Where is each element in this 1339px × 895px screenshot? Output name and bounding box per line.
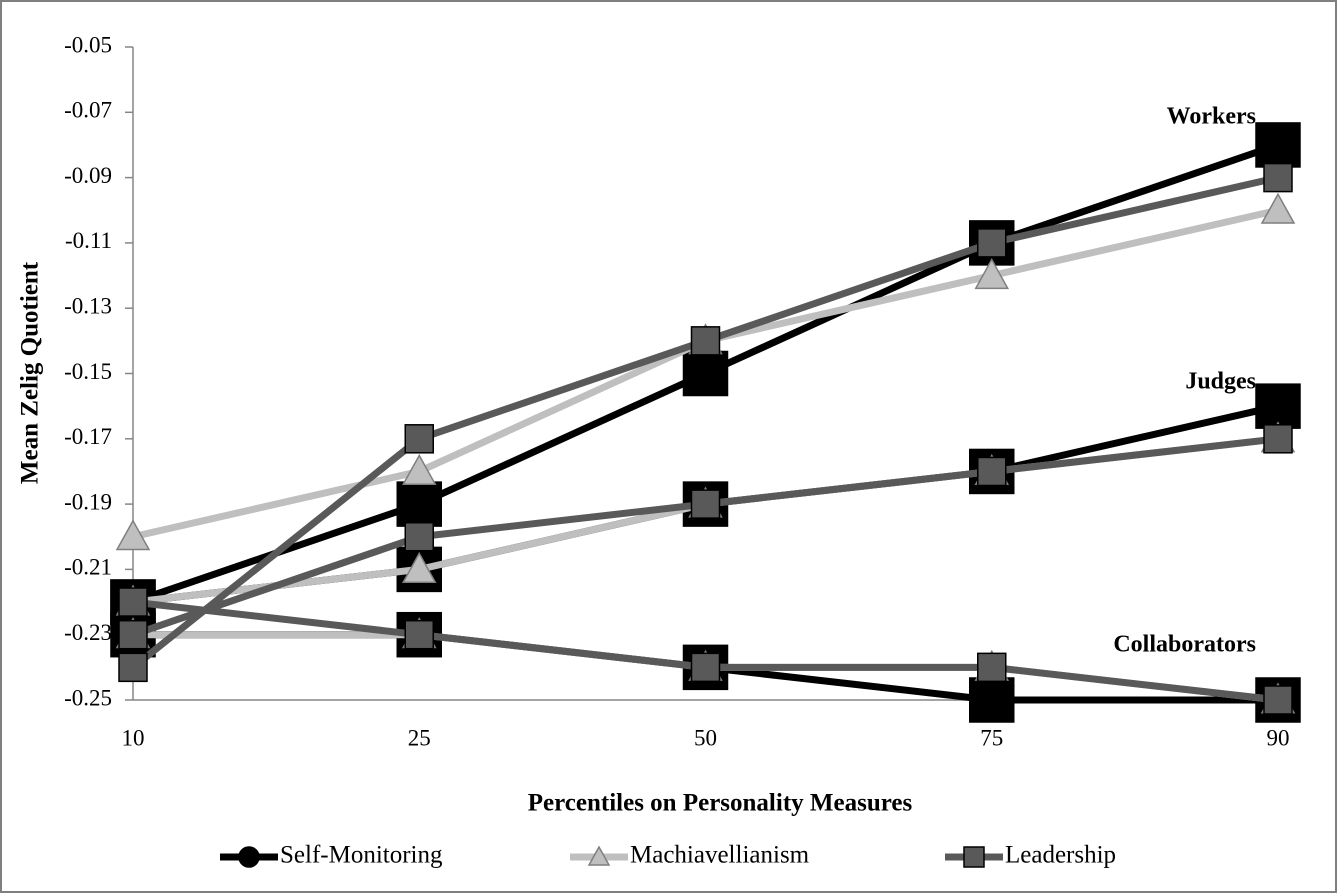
y-tick-label: -0.15 [64,359,112,384]
y-tick-label: -0.05 [64,32,112,57]
legend-label: Machiavellianism [630,842,810,869]
data-point [690,326,721,356]
y-tick-label: -0.07 [64,98,112,123]
x-tick-label: 25 [408,725,431,750]
x-axis-title: Percentiles on Personality Measures [528,790,913,817]
y-tick-label: -0.09 [64,163,112,188]
x-tick-label: 90 [1267,725,1290,750]
y-tick-label: -0.23 [64,620,112,645]
data-point [682,350,729,397]
y-tick-label: -0.17 [64,424,112,449]
y-tick-label: -0.21 [64,555,112,580]
data-point [690,489,721,519]
data-point [969,677,1015,723]
data-point [404,522,434,552]
data-point [401,453,437,485]
y-tick-label: -0.13 [64,293,112,318]
data-point [1263,424,1293,454]
data-point [977,228,1007,258]
legend-label: Self-Monitoring [280,842,443,869]
group-annotation: Workers [1167,104,1256,130]
data-point [115,519,151,551]
data-point [1260,192,1296,224]
x-tick-label: 50 [694,725,717,750]
group-annotation: Judges [1185,369,1256,395]
data-point [1255,122,1301,168]
group-annotation: Collaborators [1113,632,1256,658]
legend-marker [963,846,985,868]
data-point [404,424,434,454]
data-point [1263,685,1293,715]
data-point [404,619,434,650]
y-tick-label: -0.19 [64,489,112,514]
x-tick-label: 75 [980,725,1003,750]
y-tick-label: -0.11 [65,228,112,253]
data-point [974,258,1010,290]
legend-marker [587,845,611,866]
y-tick-label: -0.25 [64,685,112,710]
data-point [396,481,442,527]
x-tick-label: 10 [122,725,145,750]
data-point [118,652,148,683]
data-point [690,652,721,683]
data-point [977,652,1007,683]
legend-marker [238,846,260,868]
data-point [977,456,1007,487]
data-point [1263,162,1293,193]
data-point [118,619,148,650]
data-point [1255,383,1301,429]
data-point [401,551,437,583]
y-axis-title: Mean Zelig Quotient [17,261,44,484]
legend-label: Leadership [1005,842,1116,869]
data-point [118,587,148,617]
